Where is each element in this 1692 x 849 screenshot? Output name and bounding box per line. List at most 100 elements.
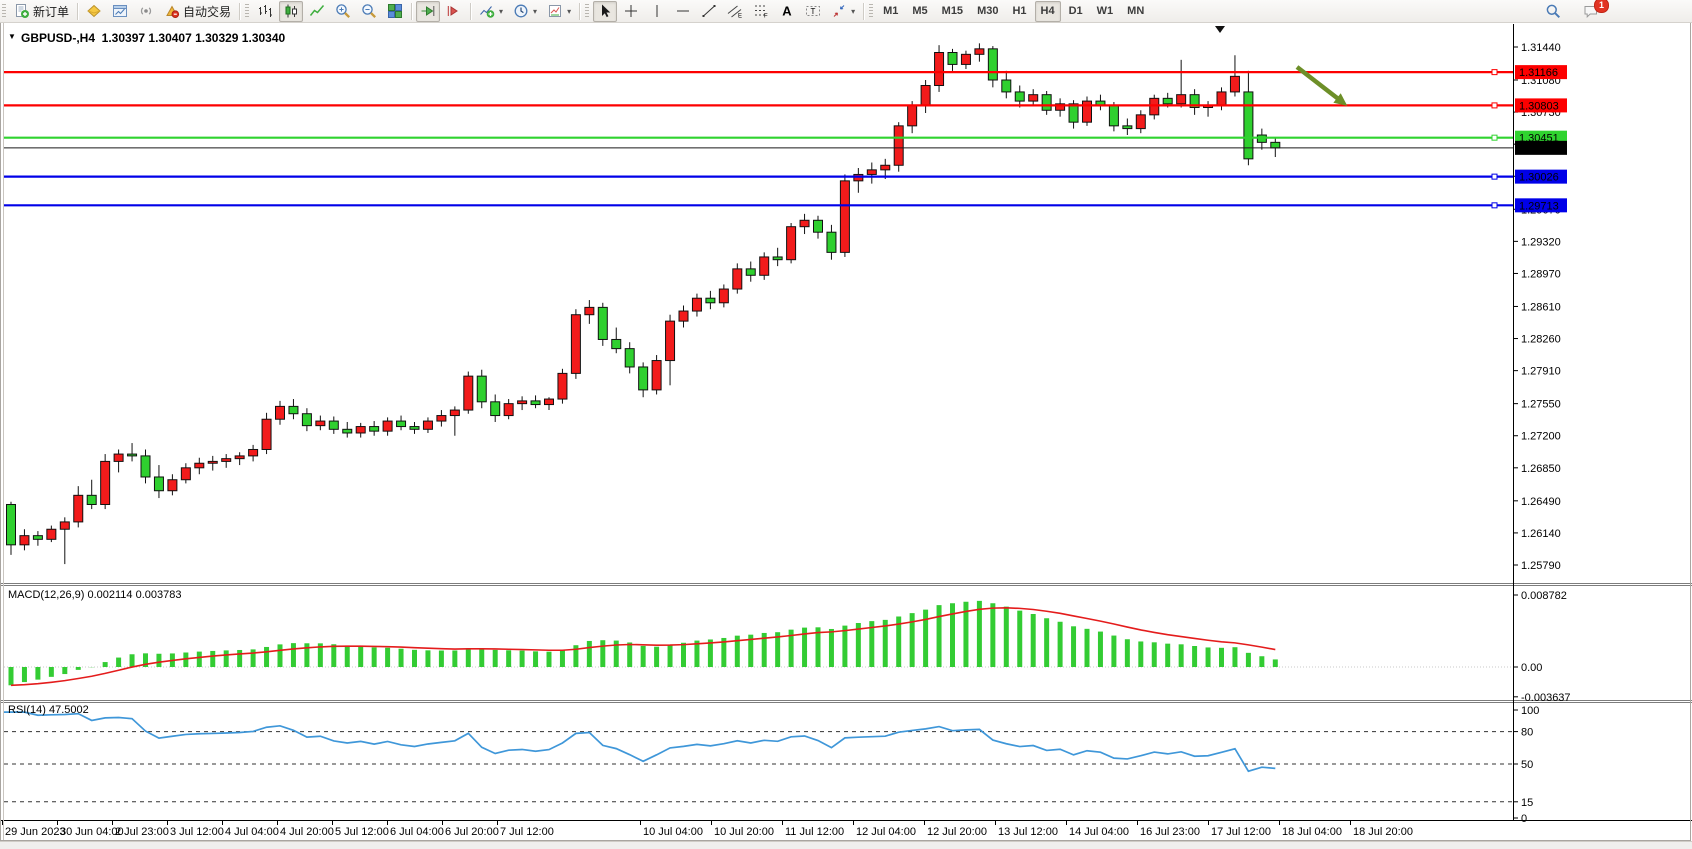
- toolbar-button-auto-scroll[interactable]: [416, 0, 441, 22]
- timeframe-button-d1[interactable]: D1: [1063, 1, 1089, 22]
- dropdown-caret-icon[interactable]: ▾: [567, 6, 572, 16]
- candle: [194, 457, 205, 475]
- macd-axis[interactable]: 0.008782 0.00 -0.003637: [1513, 590, 1571, 704]
- candle: [705, 290, 716, 310]
- chart-shift-icon: [447, 6, 458, 16]
- time-tick-label: 6 Jul 20:00: [445, 826, 499, 838]
- button-label: H1: [1012, 5, 1027, 17]
- toolbar-button-auto-trading[interactable]: 自动交易: [160, 1, 235, 22]
- timeframe-button-h4[interactable]: H4: [1034, 0, 1061, 22]
- chart-menu-caret-icon[interactable]: ▼: [8, 32, 16, 41]
- dropdown-caret-icon[interactable]: ▾: [851, 6, 856, 16]
- candle: [638, 362, 649, 398]
- candle: [234, 452, 245, 466]
- line-chart-icon: [309, 5, 325, 16]
- toolbar-button-chat[interactable]: 1: [1579, 0, 1609, 22]
- toolbar-button-chart-window[interactable]: [108, 1, 132, 22]
- price-tick-label: 1.28970: [1521, 268, 1561, 280]
- toolbar-button-text-label[interactable]: T: [801, 1, 825, 22]
- toolbar-button-indicators[interactable]: ▾: [475, 1, 507, 22]
- rsi-axis[interactable]: 100 80 50 15 0: [1513, 705, 1539, 825]
- toolbar-button-channel[interactable]: E: [723, 1, 747, 22]
- toolbar-button-periods[interactable]: ▾: [509, 1, 541, 22]
- toolbar-button-new-order[interactable]: 新订单: [10, 1, 73, 22]
- channel-icon: E: [727, 5, 742, 19]
- candle: [866, 162, 877, 184]
- timeframe-button-m15[interactable]: M15: [936, 1, 969, 22]
- time-tick-label: 2 Jul 23:00: [115, 826, 169, 838]
- toolbar-button-market-watch[interactable]: [82, 1, 106, 22]
- line-handle[interactable]: [1491, 134, 1498, 141]
- candle: [678, 305, 689, 328]
- toolbar-button-text[interactable]: A: [775, 1, 799, 22]
- candle: [100, 454, 111, 510]
- trend-arrow-annotation[interactable]: [1295, 65, 1348, 106]
- timeframe-button-m5[interactable]: M5: [906, 1, 933, 22]
- candle: [530, 395, 541, 409]
- bar-chart-icon: [259, 5, 273, 17]
- toolbar-button-candlestick[interactable]: [279, 0, 304, 22]
- price-tick-label: 1.27200: [1521, 431, 1561, 443]
- toolbar-button-search[interactable]: [1541, 1, 1565, 22]
- toolbar-button-bar-chart[interactable]: [253, 1, 277, 22]
- toolbar-button-trendline[interactable]: [697, 1, 721, 22]
- candle: [315, 415, 326, 431]
- time-tick-label: 10 Jul 20:00: [714, 826, 774, 838]
- line-handle[interactable]: [1491, 173, 1498, 180]
- toolbar-button-cursor[interactable]: [593, 0, 618, 22]
- toolbar-button-hline[interactable]: [671, 1, 695, 22]
- candle: [1001, 70, 1012, 99]
- rsi-panel: [4, 711, 1276, 773]
- candle: [59, 517, 70, 565]
- line-handle[interactable]: [1491, 102, 1498, 109]
- dropdown-caret-icon[interactable]: ▾: [533, 6, 538, 16]
- indicators-icon: [480, 6, 495, 18]
- toolbar-button-arrows[interactable]: ▾: [827, 1, 859, 22]
- toolbar-grip[interactable]: [2, 3, 6, 19]
- time-tick-label: 17 Jul 12:00: [1211, 826, 1271, 838]
- timeframe-button-mn[interactable]: MN: [1121, 1, 1150, 22]
- toolbar-button-crosshair[interactable]: [619, 1, 643, 22]
- time-tick-label: 3 Jul 12:00: [170, 826, 224, 838]
- zoom-out-icon: [362, 4, 377, 19]
- rsi-line: [4, 711, 1276, 773]
- toolbar-grip[interactable]: [585, 3, 590, 19]
- chart-shift-marker[interactable]: [1215, 26, 1225, 33]
- toolbar-button-signals[interactable]: [134, 1, 158, 22]
- toolbar-button-templates[interactable]: ▾: [543, 1, 575, 22]
- timeframe-button-h1[interactable]: H1: [1006, 1, 1032, 22]
- price-chart-canvas[interactable]: 1.314401.310801.307301.303801.300301.296…: [0, 22, 1692, 841]
- candle: [396, 415, 407, 431]
- candle: [436, 410, 447, 427]
- arrows-icon: [833, 5, 845, 17]
- candle: [167, 474, 178, 496]
- timeframe-button-m30[interactable]: M30: [971, 1, 1004, 22]
- toolbar-button-fibonacci[interactable]: F: [749, 1, 773, 22]
- toolbar-button-zoom-in[interactable]: [331, 1, 355, 22]
- chart-background: [0, 22, 1692, 841]
- timeframe-button-m1[interactable]: M1: [877, 1, 904, 22]
- macd-tick-label: 0.00: [1521, 662, 1542, 674]
- candle: [449, 406, 460, 436]
- signals-icon: [140, 7, 152, 15]
- button-label: D1: [1068, 5, 1083, 17]
- dropdown-caret-icon[interactable]: ▾: [499, 6, 504, 16]
- time-tick-label: 4 Jul 20:00: [280, 826, 334, 838]
- line-handle[interactable]: [1491, 69, 1498, 76]
- toolbar-button-zoom-out[interactable]: [357, 1, 381, 22]
- candle: [409, 421, 420, 434]
- toolbar-button-chart-shift[interactable]: [442, 1, 466, 22]
- candle: [382, 417, 393, 436]
- line-handle[interactable]: [1491, 202, 1498, 209]
- toolbar-button-tile-windows[interactable]: [383, 1, 407, 22]
- toolbar-grip[interactable]: [245, 3, 250, 19]
- toolbar-grip[interactable]: [869, 3, 874, 19]
- toolbar-button-line-chart[interactable]: [305, 1, 329, 22]
- candle: [691, 293, 702, 317]
- toolbar-button-vline[interactable]: [645, 1, 669, 22]
- time-tick-label: 6 Jul 04:00: [390, 826, 444, 838]
- candle: [1243, 70, 1254, 166]
- timeframe-button-w1[interactable]: W1: [1091, 1, 1120, 22]
